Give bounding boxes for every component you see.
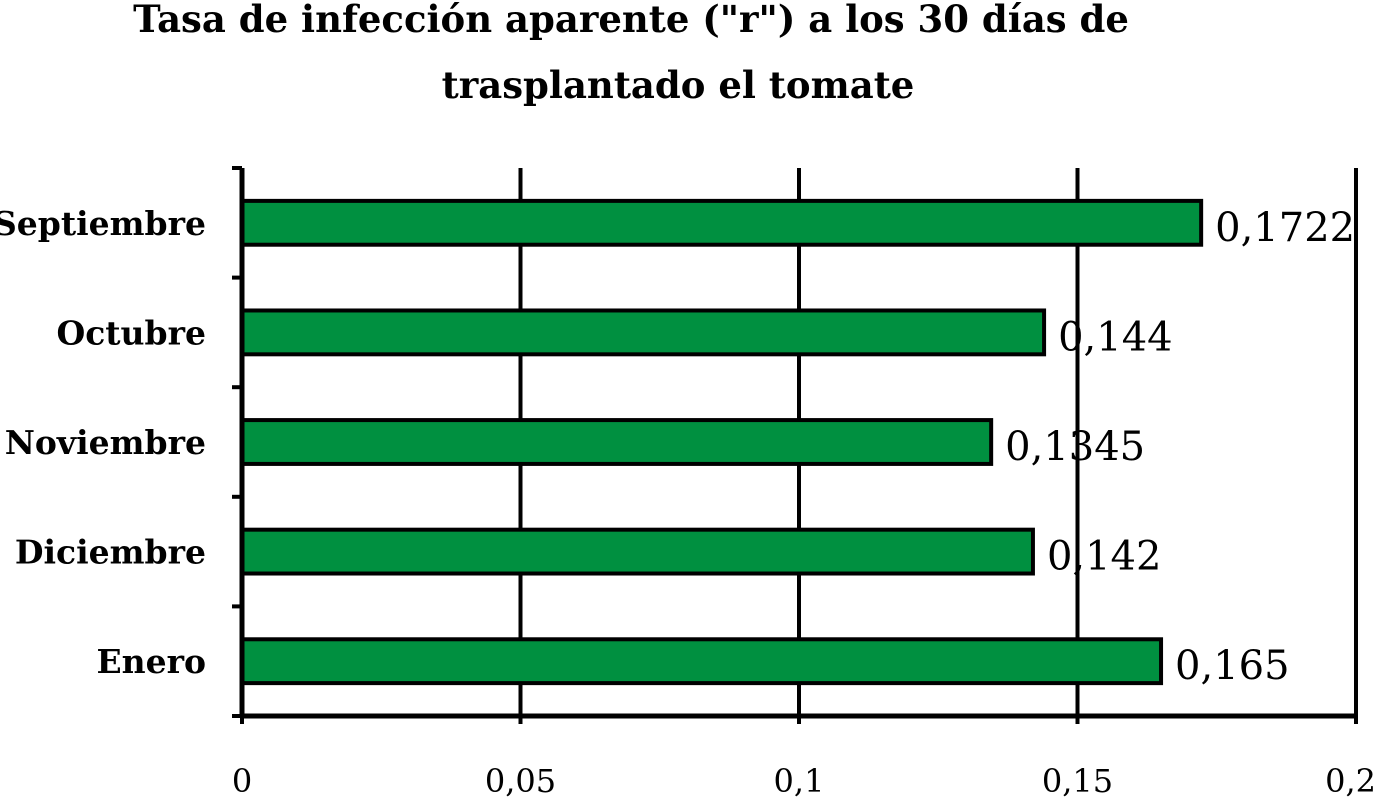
x-tick-label-1: 0,05 <box>485 762 556 798</box>
bars <box>240 198 1204 686</box>
axes <box>232 166 1358 724</box>
bar-4 <box>240 637 1164 686</box>
chart-title-line-2: trasplantado el tomate <box>442 63 915 107</box>
category-label-2: Noviembre <box>5 423 206 462</box>
category-label-1: Octubre <box>56 313 206 352</box>
data-label-0: 0,1722 <box>1215 205 1355 251</box>
bar-1 <box>240 308 1047 357</box>
bar-2 <box>240 418 994 466</box>
category-label-4: Enero <box>96 642 206 681</box>
x-tick-label-3: 0,15 <box>1042 762 1113 798</box>
x-tick-label-0: 0 <box>232 762 252 798</box>
category-label-3: Diciembre <box>15 533 206 572</box>
bar-3 <box>240 527 1035 576</box>
chart-title-line-1: Tasa de infección aparente ("r") a los 3… <box>133 0 1129 41</box>
data-label-4: 0,165 <box>1175 643 1290 689</box>
x-tick-label-4: 0,2 <box>1325 762 1376 798</box>
labels: Septiembre 0,1722 Octubre 0,144 Noviembre 0,1… <box>0 204 1376 798</box>
x-tick-label-2: 0,1 <box>774 762 825 798</box>
data-label-2: 0,1345 <box>1005 424 1145 470</box>
category-label-0: Septiembre <box>0 204 206 243</box>
data-label-1: 0,144 <box>1058 314 1173 360</box>
bar-0 <box>240 198 1204 247</box>
data-label-3: 0,142 <box>1047 534 1162 580</box>
